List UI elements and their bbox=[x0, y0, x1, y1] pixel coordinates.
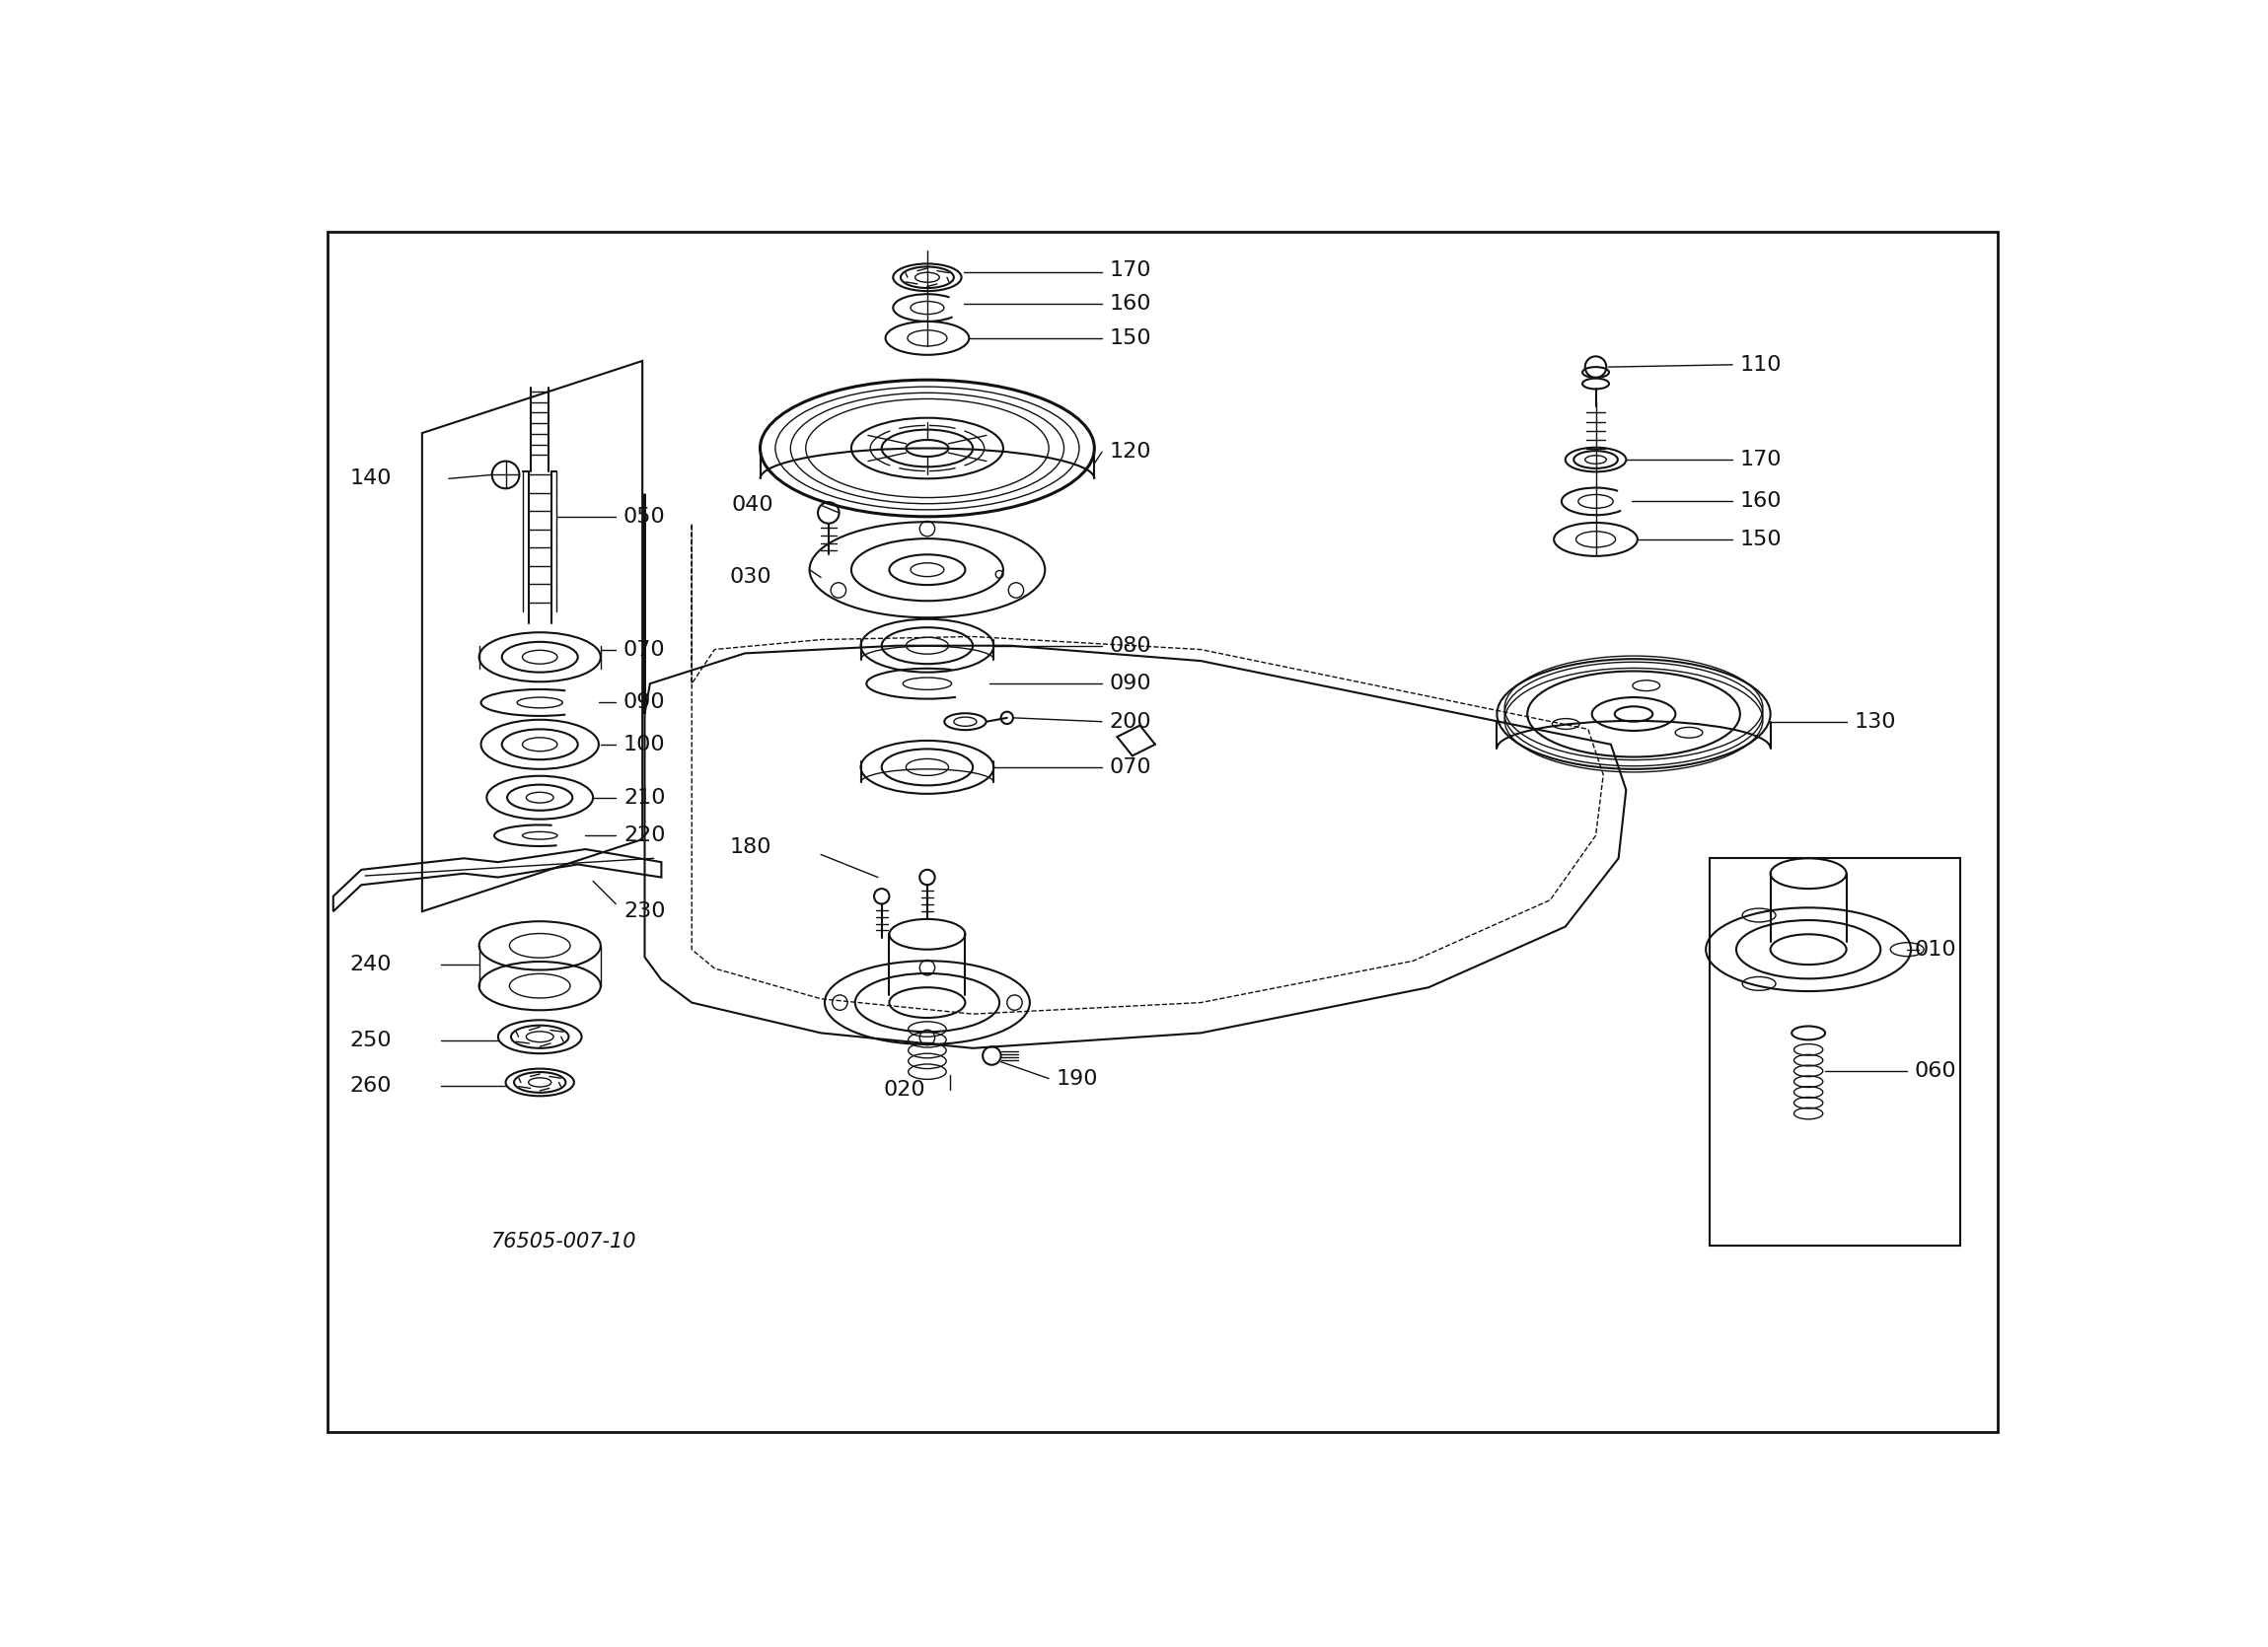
Text: 230: 230 bbox=[624, 901, 665, 921]
Text: 260: 260 bbox=[349, 1075, 392, 1095]
Text: 030: 030 bbox=[730, 568, 771, 588]
Text: 070: 070 bbox=[624, 639, 665, 659]
Text: 130: 130 bbox=[1853, 712, 1896, 731]
Text: 090: 090 bbox=[624, 693, 665, 713]
Text: 100: 100 bbox=[624, 735, 665, 754]
Text: 150: 150 bbox=[1109, 328, 1152, 348]
Text: 040: 040 bbox=[730, 496, 773, 516]
Text: 070: 070 bbox=[1109, 758, 1152, 777]
Text: 090: 090 bbox=[1109, 674, 1152, 693]
Text: 240: 240 bbox=[349, 955, 392, 975]
Text: 160: 160 bbox=[1740, 491, 1783, 511]
Text: 060: 060 bbox=[1914, 1061, 1957, 1080]
Text: 140: 140 bbox=[349, 469, 392, 489]
Text: 250: 250 bbox=[349, 1031, 392, 1051]
Text: 110: 110 bbox=[1740, 354, 1783, 374]
Text: 020: 020 bbox=[885, 1080, 925, 1100]
Text: 120: 120 bbox=[1109, 441, 1152, 461]
Text: 080: 080 bbox=[1109, 636, 1152, 656]
Text: 210: 210 bbox=[624, 787, 665, 807]
Text: 010: 010 bbox=[1914, 939, 1957, 959]
Text: 150: 150 bbox=[1740, 529, 1783, 548]
Text: 160: 160 bbox=[1109, 295, 1152, 315]
Text: 170: 170 bbox=[1740, 450, 1783, 469]
Text: 050: 050 bbox=[624, 507, 665, 527]
Text: 190: 190 bbox=[1057, 1069, 1098, 1089]
Text: 220: 220 bbox=[624, 825, 665, 845]
Text: 76505-007-10: 76505-007-10 bbox=[490, 1232, 635, 1252]
Text: 200: 200 bbox=[1109, 712, 1152, 731]
Text: 180: 180 bbox=[730, 837, 771, 856]
Text: 170: 170 bbox=[1109, 260, 1152, 280]
